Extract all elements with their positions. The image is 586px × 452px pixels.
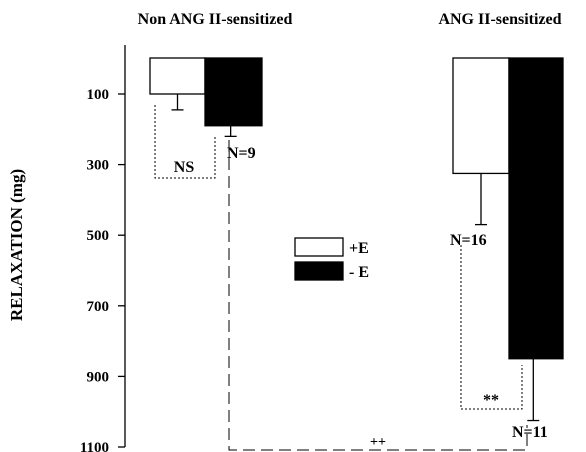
y-ticks: 100 300 500 700 900 1100 — [80, 87, 125, 452]
group-title-sensitized: ANG II-sensitized — [438, 11, 561, 28]
bracket-ns — [154, 105, 216, 179]
n-label-non-sensitized: N=9 — [227, 145, 256, 162]
y-axis-label: RELAXATION (mg) — [7, 169, 26, 321]
y-tick-label-1100: 1100 — [80, 440, 109, 452]
bracket-double-star — [460, 245, 523, 410]
legend-swatch-plus-e — [294, 237, 344, 257]
group-title-non-sensitized: Non ANG II-sensitized — [138, 11, 293, 28]
bar-g1-minus-e — [508, 57, 564, 360]
y-tick-label-700: 700 — [87, 299, 110, 315]
significance-between-groups: ++ — [370, 435, 386, 450]
significance-double-star: ** — [483, 392, 499, 409]
legend: +E - E — [294, 237, 369, 281]
bars — [149, 57, 564, 422]
y-tick-label-900: 900 — [87, 369, 110, 385]
y-tick-label-500: 500 — [87, 228, 110, 244]
bar-g0-minus-e — [204, 57, 263, 127]
y-tick-label-300: 300 — [87, 158, 110, 174]
y-tick-label-100: 100 — [87, 87, 110, 103]
significance-ns: NS — [174, 159, 195, 176]
legend-label-plus-e: +E — [349, 240, 369, 257]
legend-label-minus-e: - E — [349, 264, 369, 281]
bar-g1-plus-e — [452, 57, 510, 175]
bracket-between-groups — [228, 140, 528, 451]
n-label-sensitized-minus-e: N=11 — [512, 424, 548, 441]
significance-brackets — [154, 105, 528, 451]
bar-g0-plus-e — [149, 57, 206, 95]
n-label-sensitized-plus-e: N=16 — [450, 232, 487, 249]
legend-swatch-minus-e — [294, 261, 344, 281]
